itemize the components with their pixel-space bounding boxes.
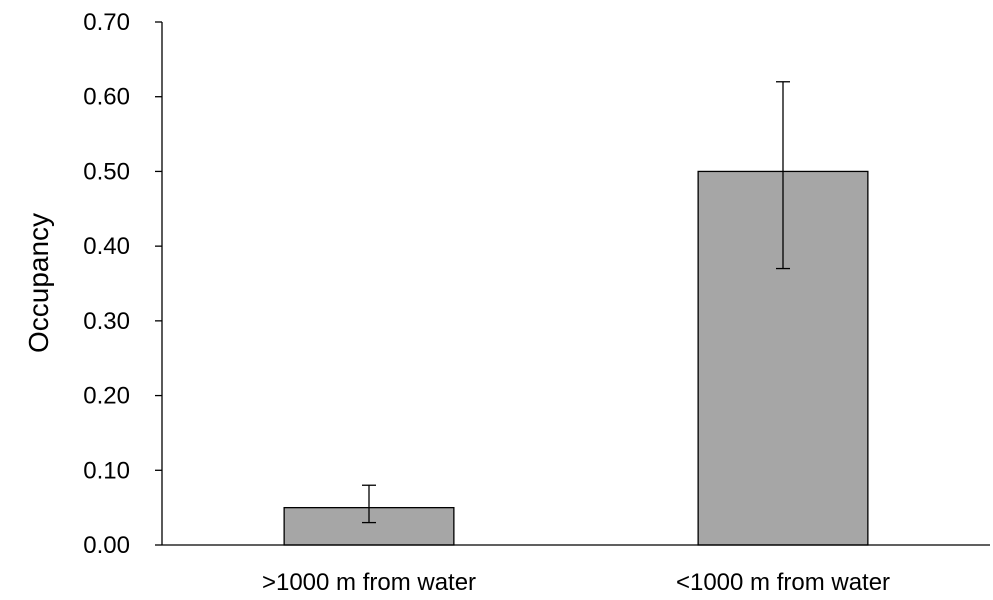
y-tick-label: 0.40 xyxy=(83,233,130,260)
x-category-label: >1000 m from water xyxy=(262,569,476,596)
y-axis-title: Occupancy xyxy=(23,213,54,353)
x-axis-labels: >1000 m from water <1000 m from water xyxy=(262,569,890,596)
y-tick-label: 0.00 xyxy=(83,532,130,559)
y-tick-label: 0.30 xyxy=(83,308,130,335)
y-axis-ticks: 0.00 0.10 0.20 0.30 0.40 0.50 0.60 0.70 xyxy=(83,9,162,559)
error-bars xyxy=(362,81,790,524)
axes xyxy=(161,22,990,546)
y-tick-label: 0.70 xyxy=(83,9,130,36)
bars xyxy=(283,170,869,546)
x-category-label: <1000 m from water xyxy=(676,569,890,596)
y-tick-label: 0.60 xyxy=(83,84,130,111)
y-tick-label: 0.20 xyxy=(83,383,130,410)
y-tick-label: 0.10 xyxy=(83,457,130,484)
y-tick-label: 0.50 xyxy=(83,158,130,185)
